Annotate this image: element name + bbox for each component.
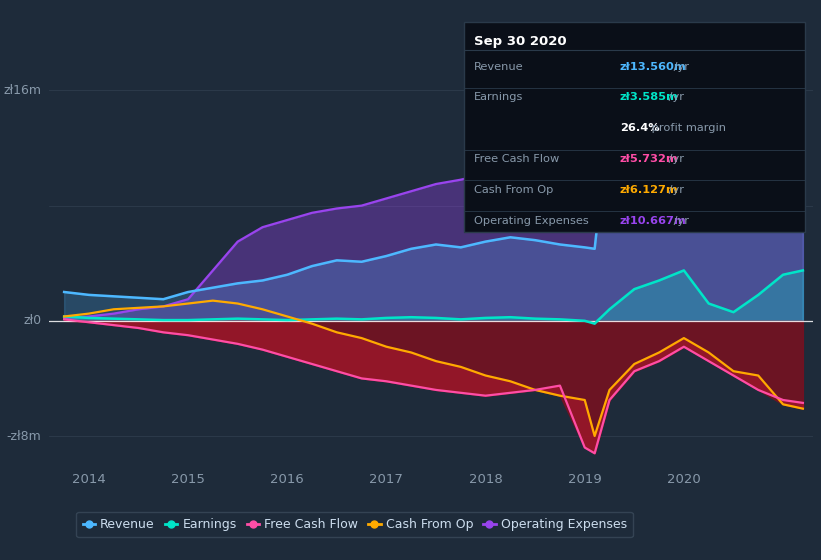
Text: Revenue: Revenue (474, 62, 523, 72)
Text: zł3.585m: zł3.585m (620, 92, 679, 102)
Legend: Revenue, Earnings, Free Cash Flow, Cash From Op, Operating Expenses: Revenue, Earnings, Free Cash Flow, Cash … (76, 512, 633, 537)
Text: /yr: /yr (664, 185, 684, 195)
Text: /yr: /yr (664, 154, 684, 164)
Text: Operating Expenses: Operating Expenses (474, 216, 589, 226)
Text: /yr: /yr (670, 62, 689, 72)
Text: zł16m: zł16m (3, 84, 42, 97)
Text: Cash From Op: Cash From Op (474, 185, 553, 195)
Text: profit margin: profit margin (648, 123, 726, 133)
Text: Earnings: Earnings (474, 92, 523, 102)
Text: zł10.667m: zł10.667m (620, 216, 686, 226)
Text: 26.4%: 26.4% (620, 123, 659, 133)
Text: zł13.560m: zł13.560m (620, 62, 686, 72)
Text: /yr: /yr (670, 216, 689, 226)
Text: Sep 30 2020: Sep 30 2020 (474, 35, 566, 48)
Text: zł0: zł0 (24, 314, 42, 327)
Text: Free Cash Flow: Free Cash Flow (474, 154, 559, 164)
Text: /yr: /yr (664, 92, 684, 102)
Text: zł5.732m: zł5.732m (620, 154, 679, 164)
Text: -zł8m: -zł8m (7, 430, 42, 442)
Text: zł6.127m: zł6.127m (620, 185, 679, 195)
